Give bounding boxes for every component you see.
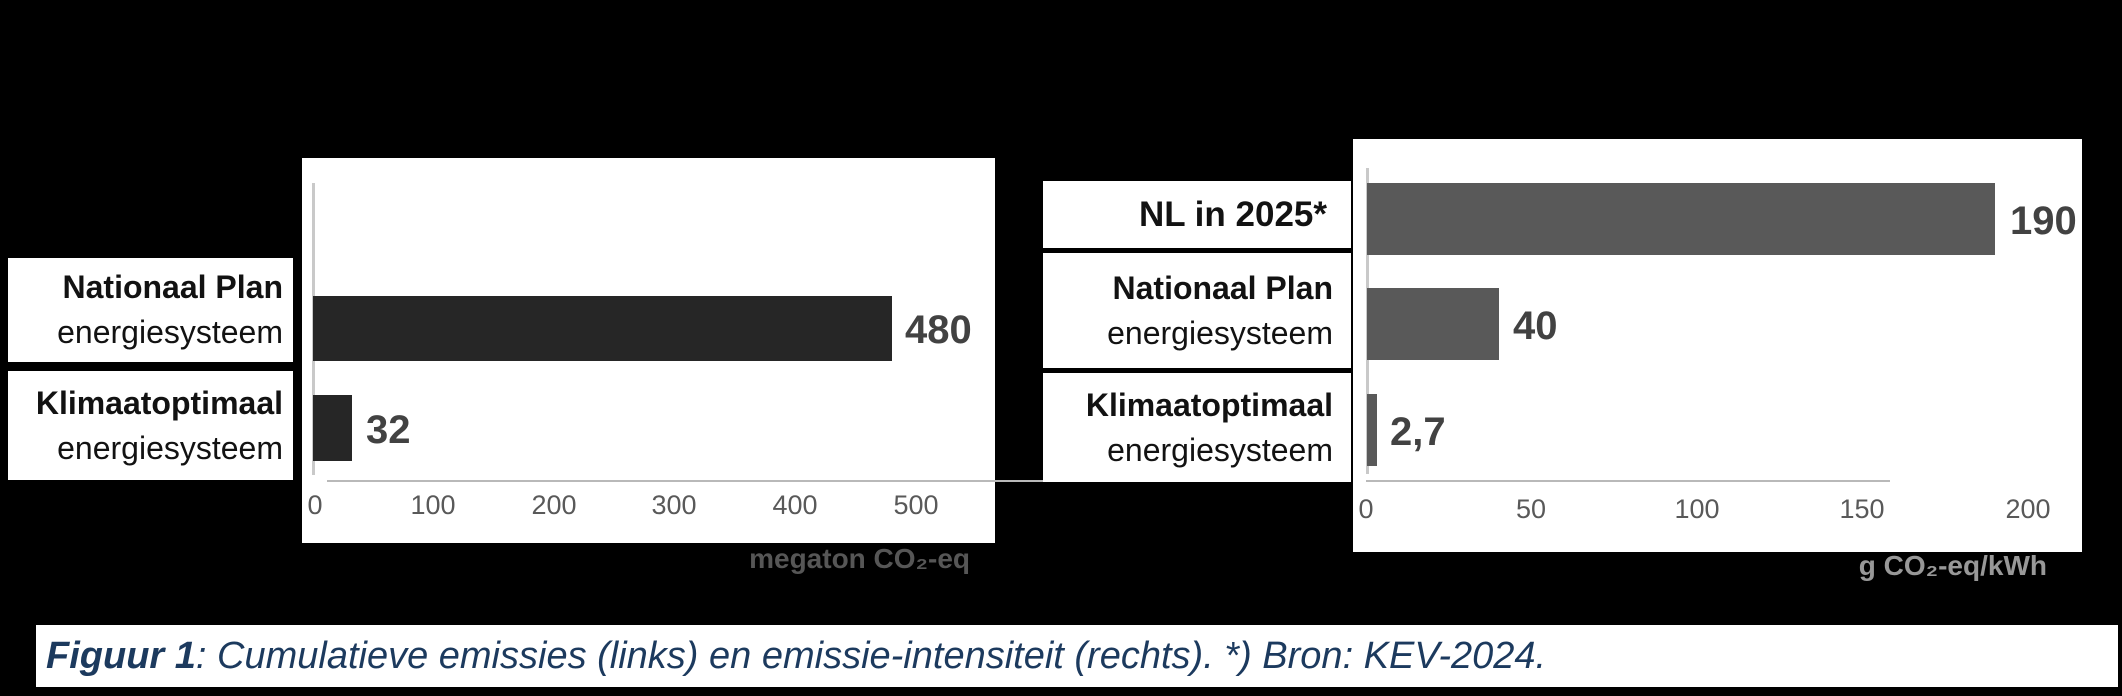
right-chart-x-axis-line bbox=[1366, 480, 1890, 482]
row-label-line2: energiesysteem bbox=[57, 429, 283, 466]
right-chart-tick-200: 200 bbox=[2005, 494, 2051, 524]
row-label-line2: energiesysteem bbox=[1107, 431, 1333, 468]
left-row-label-nationaal-plan: Nationaal Plan energiesysteem bbox=[8, 258, 293, 362]
right-chart-tick-150: 150 bbox=[1839, 494, 1885, 524]
right-chart-tick-0: 0 bbox=[1358, 494, 1374, 524]
figure-caption: Figuur 1: Cumulatieve emissies (links) e… bbox=[36, 625, 2118, 687]
left-chart-unit-label: megaton CO₂-eq bbox=[749, 543, 970, 574]
right-chart-value-label: 190 bbox=[2010, 199, 2077, 243]
left-chart-bar-nationaal-plan bbox=[313, 296, 892, 361]
left-chart-panel: 480 32 0 100 200 300 400 500 bbox=[302, 158, 995, 543]
left-chart-tick-400: 400 bbox=[772, 490, 818, 520]
right-row-label-nationaal-plan: Nationaal Plan energiesysteem bbox=[1043, 253, 1351, 368]
right-chart-tick-100: 100 bbox=[1674, 494, 1720, 524]
row-label-line1: Nationaal Plan bbox=[62, 269, 284, 305]
right-chart-bar-nationaal-plan bbox=[1367, 288, 1499, 360]
left-chart-tick-500: 500 bbox=[893, 490, 939, 520]
caption-text: : Cumulatieve emissies (links) en emissi… bbox=[195, 634, 1547, 677]
left-chart-tick-200: 200 bbox=[531, 490, 577, 520]
row-label-line1: NL in 2025* bbox=[1138, 195, 1327, 234]
row-label-line1: Nationaal Plan bbox=[1112, 269, 1334, 306]
row-label-line2: energiesysteem bbox=[57, 314, 283, 350]
right-chart-bar-klimaatoptimaal bbox=[1367, 394, 1377, 466]
left-chart-tick-0: 0 bbox=[307, 490, 323, 520]
right-chart-value-label: 2,7 bbox=[1390, 410, 1446, 454]
row-label-line1: Klimaatoptimaal bbox=[1085, 386, 1333, 423]
left-chart-tick-300: 300 bbox=[651, 490, 697, 520]
left-chart-bar-klimaatoptimaal bbox=[313, 395, 352, 461]
left-chart-x-axis-line bbox=[327, 480, 1045, 482]
left-chart-value-label: 32 bbox=[366, 408, 411, 452]
right-chart-bar-nl-in-2025 bbox=[1367, 183, 1995, 255]
right-row-label-nl-in-2025: NL in 2025* bbox=[1043, 181, 1351, 248]
left-chart-value-label: 480 bbox=[905, 308, 972, 352]
right-chart-value-label: 40 bbox=[1513, 304, 1558, 348]
row-label-line1: Klimaatoptimaal bbox=[35, 384, 283, 421]
right-chart-tick-50: 50 bbox=[1515, 494, 1547, 524]
right-row-label-klimaatoptimaal: Klimaatoptimaal energiesysteem bbox=[1043, 373, 1351, 482]
caption-figure-number: Figuur 1 bbox=[46, 634, 196, 677]
row-label-line2: energiesysteem bbox=[1107, 314, 1333, 351]
right-chart-panel: 190 40 2,7 0 50 100 150 200 bbox=[1353, 139, 2082, 552]
left-row-label-klimaatoptimaal: Klimaatoptimaal energiesysteem bbox=[8, 371, 293, 480]
left-chart-tick-100: 100 bbox=[410, 490, 456, 520]
right-chart-unit-label: g CO₂-eq/kWh bbox=[1858, 550, 2047, 581]
